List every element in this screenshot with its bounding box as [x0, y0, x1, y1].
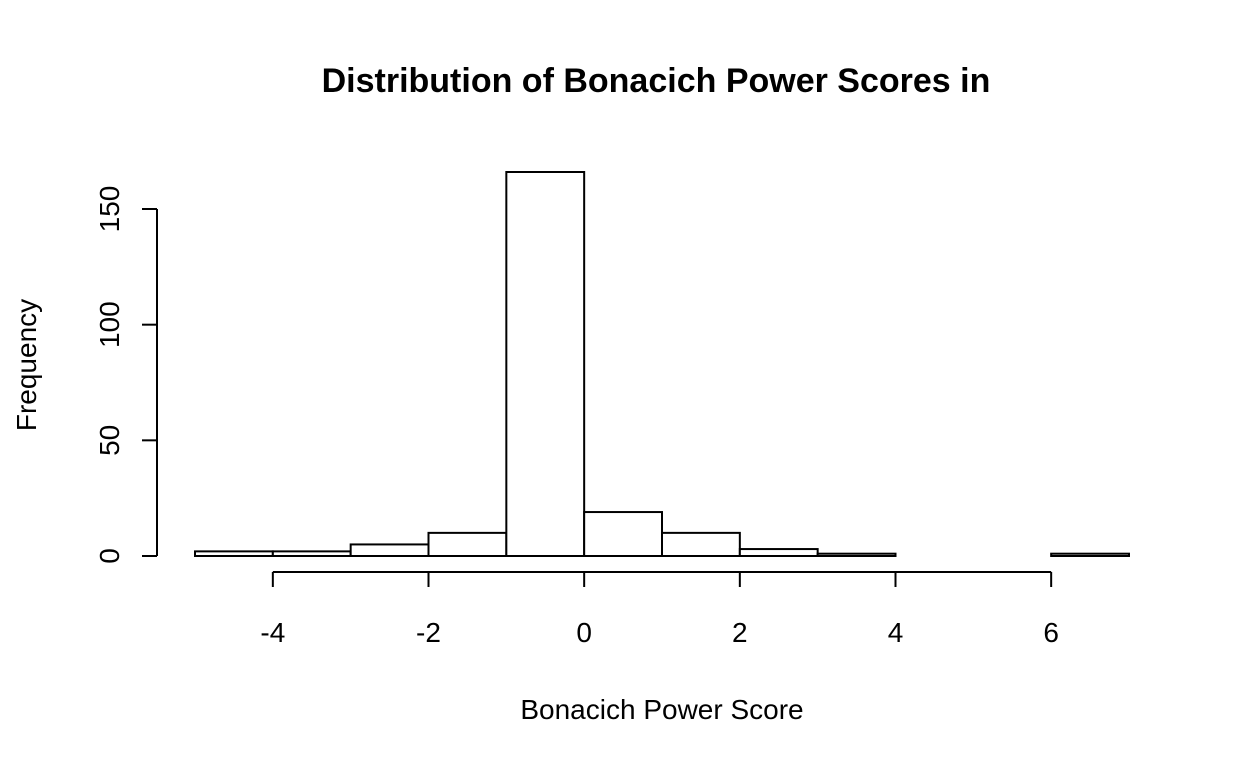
- histogram-bars: [194, 171, 1130, 558]
- y-tick-label: 50: [94, 425, 125, 456]
- histogram-bar: [583, 511, 664, 558]
- y-axis: 0 50 100 150: [94, 186, 158, 564]
- histogram-bar: [349, 543, 430, 557]
- histogram-bar: [1050, 552, 1130, 558]
- x-tick-label: -4: [260, 617, 285, 648]
- y-tick-label: 150: [94, 186, 125, 233]
- y-tick-label: 100: [94, 301, 125, 348]
- histogram-bar: [194, 550, 274, 557]
- x-axis-label: Bonacich Power Score: [520, 694, 803, 725]
- histogram-bar: [505, 171, 586, 557]
- y-axis-label: Frequency: [11, 299, 42, 431]
- x-tick-label: 0: [576, 617, 592, 648]
- x-axis: -4 -2 0 2 4 6: [260, 571, 1059, 648]
- histogram-bar: [661, 531, 741, 558]
- x-tick-label: 6: [1043, 617, 1059, 648]
- x-tick-label: 2: [732, 617, 748, 648]
- histogram-bar: [427, 531, 508, 558]
- histogram-bar: [816, 552, 897, 558]
- histogram-bar: [271, 550, 352, 557]
- y-tick-label: 0: [94, 548, 125, 564]
- histogram-bar: [738, 548, 819, 558]
- x-tick-label: -2: [416, 617, 441, 648]
- x-tick-label: 4: [888, 617, 904, 648]
- chart-title: Distribution of Bonacich Power Scores in: [322, 62, 991, 100]
